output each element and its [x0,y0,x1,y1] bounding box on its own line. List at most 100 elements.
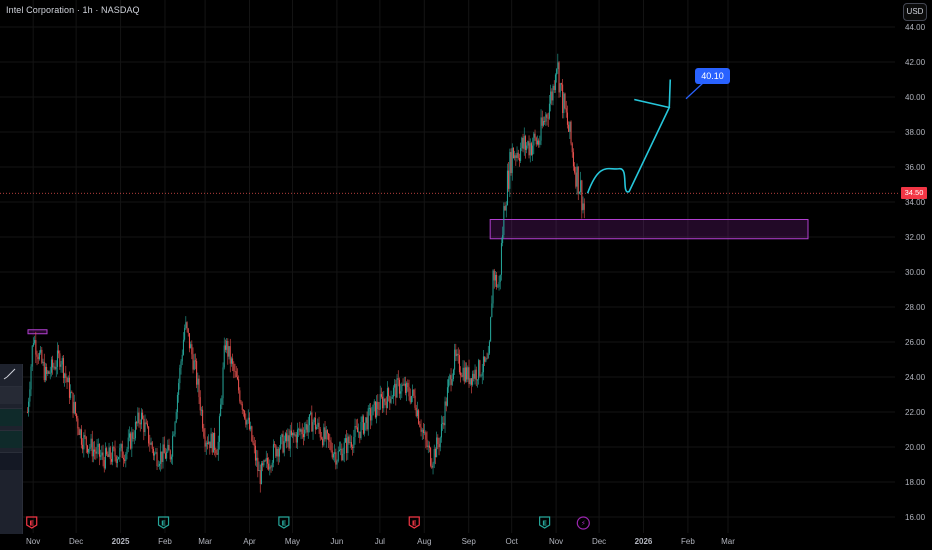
candle-body [179,367,181,384]
candle-body [48,371,50,374]
candle-body [358,431,360,433]
candle-body [130,433,132,449]
candle-body [134,422,136,439]
candle-body [376,401,378,418]
candle-body [353,436,355,449]
candle-body [209,441,211,449]
candle-body [366,417,368,430]
tool-slot-icon[interactable] [0,408,22,426]
earnings-event-icon[interactable]: E [26,516,38,529]
candle-body [250,426,252,430]
candle-body [334,452,336,454]
currency-button[interactable]: USD [903,3,927,21]
candle-body [154,453,156,456]
candle-body [572,152,574,167]
candle-body [371,415,373,421]
tool-slot-icon[interactable] [0,452,22,470]
candle-body [552,85,554,101]
swing-high-marker[interactable] [27,329,48,335]
candle-body [458,355,460,373]
earnings-event-icon[interactable]: E [157,516,170,529]
candle-body [359,431,361,439]
candle-body [374,401,376,418]
candle-body [582,203,584,211]
event-badge [278,516,290,529]
candle-body [62,358,64,379]
candle-body [131,432,133,449]
candle-body [148,426,150,444]
candle-body [398,379,400,394]
y-tick-label: 44.00 [905,23,926,32]
candle-body [424,432,426,434]
tool-slot-icon[interactable] [0,430,22,448]
candle-body [322,438,324,446]
long-position-tool-icon[interactable] [0,386,22,404]
projection-arrow-path[interactable] [586,79,672,194]
candle-body [466,367,468,380]
candle-body [223,345,225,368]
candle-body [305,424,307,430]
candle-body [578,192,580,194]
x-tick-label: Apr [243,537,256,546]
candle-body [282,434,284,453]
candle-body [275,445,277,457]
candle-body [329,440,331,442]
event-markers[interactable]: E E E E E ⚡ [26,516,590,530]
candle-body [112,447,114,462]
candle-body [367,408,369,430]
candle-body [230,358,232,364]
support-zone-rectangle[interactable] [489,219,809,240]
candlestick-series [26,53,585,493]
candle-body [52,359,54,368]
event-glyph: E [281,520,286,528]
candle-body [70,391,72,398]
candle-body [271,462,273,468]
candle-body [301,429,303,435]
candle-body [356,427,358,433]
candle-body [547,117,549,119]
candle-body [136,422,138,424]
candle-body [342,453,344,461]
candle-body [403,383,405,386]
candle-body [354,426,356,437]
earnings-event-icon[interactable]: E [278,516,290,529]
earnings-event-icon[interactable]: E [408,516,420,529]
candle-body [468,367,470,385]
candle-body [253,443,255,446]
candle-body [101,452,103,456]
candle-body [145,422,147,424]
candle-body [244,410,246,419]
candle-body [186,322,188,329]
y-tick-label: 28.00 [905,303,926,312]
candle-body [113,447,115,449]
y-tick-label: 22.00 [905,408,926,417]
earnings-event-icon[interactable]: E [539,516,551,529]
candle-body [137,412,139,424]
candle-body [295,434,297,443]
candle-body [317,422,319,427]
split-event-icon[interactable]: ⚡ [576,516,590,530]
candle-body [514,155,516,159]
candle-body [158,463,160,466]
candle-body [208,441,210,444]
candle-body [397,378,399,380]
event-ring [576,516,590,530]
candle-body [85,436,87,446]
candle-body [146,423,148,427]
x-tick-label: 2026 [635,537,653,546]
trend-line-tool-icon[interactable] [0,364,22,381]
target-price-label[interactable]: 40.10 [695,68,730,84]
y-tick-label: 42.00 [905,58,926,67]
candle-body [143,418,145,433]
candle-body [168,444,170,451]
candle-body [277,448,279,457]
candle-body [302,434,304,438]
candle-body [199,397,201,411]
candle-body [103,460,105,469]
candle-body [410,395,412,403]
candle-body [181,354,183,362]
candle-body [164,453,166,459]
candle-body [370,408,372,421]
candle-body [53,366,55,368]
